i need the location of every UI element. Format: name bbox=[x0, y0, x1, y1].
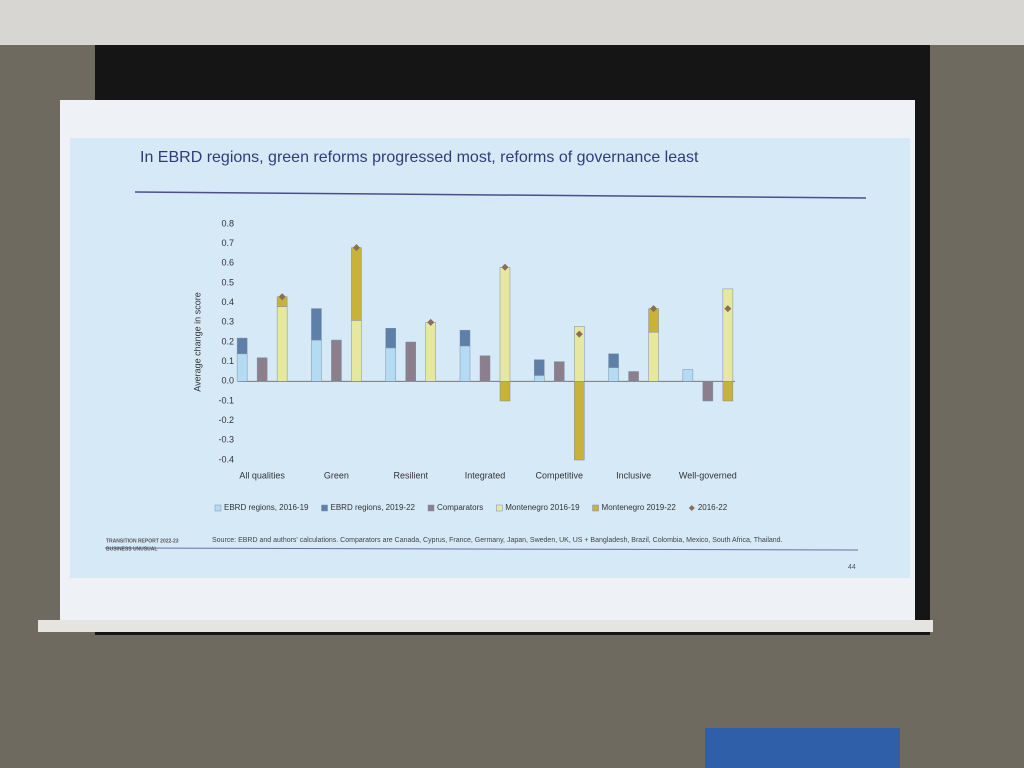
bar-segment bbox=[459, 345, 471, 382]
bar-segment bbox=[499, 267, 511, 382]
bar-segment bbox=[311, 339, 322, 382]
bar-segment bbox=[682, 369, 694, 382]
page-number: 44 bbox=[848, 564, 856, 571]
legend-swatch bbox=[214, 504, 222, 512]
total-marker bbox=[278, 293, 286, 301]
total-marker bbox=[427, 318, 435, 326]
y-axis-label: Average change in score bbox=[192, 292, 202, 391]
x-tick-label: Competitive bbox=[536, 470, 584, 480]
bar-segment bbox=[351, 247, 362, 321]
legend-swatch bbox=[592, 504, 599, 512]
bar-segment bbox=[722, 381, 734, 402]
legend-label: 2016-22 bbox=[698, 503, 728, 512]
ceiling bbox=[0, 0, 1024, 45]
bar-segment bbox=[459, 329, 471, 347]
bar-segment bbox=[405, 341, 416, 382]
logo-sign bbox=[705, 728, 900, 768]
x-tick-label: Well-governed bbox=[679, 470, 737, 480]
footer-source-box: Source: EBRD and authors' calculations. … bbox=[212, 537, 783, 544]
total-marker bbox=[650, 305, 658, 313]
y-tick-label: -0.3 bbox=[218, 435, 234, 445]
footer-rule bbox=[104, 547, 859, 551]
bar-segment bbox=[276, 306, 288, 382]
x-tick-label: Green bbox=[324, 470, 349, 480]
y-tick-label: 0.3 bbox=[221, 317, 234, 327]
legend-swatch bbox=[688, 505, 695, 511]
slide-title: In EBRD regions, green reforms progresse… bbox=[140, 149, 699, 166]
total-marker bbox=[724, 305, 732, 313]
x-tick-label: All qualities bbox=[239, 470, 285, 480]
total-marker bbox=[352, 244, 360, 252]
bar-segment bbox=[331, 339, 342, 382]
bar-segment bbox=[628, 371, 639, 382]
bar-segment bbox=[256, 357, 268, 382]
bar-segment bbox=[608, 353, 619, 368]
title-rule bbox=[134, 191, 867, 199]
y-tick-label: 0.0 bbox=[221, 376, 234, 386]
footer-report: TRANSITION REPORT 2022-23 bbox=[106, 538, 179, 544]
y-tick-label: 0.7 bbox=[221, 238, 234, 248]
footer-source: Source: EBRD and authors' calculations. … bbox=[212, 537, 783, 544]
legend-label: Comparators bbox=[437, 503, 483, 512]
legend-label: EBRD regions, 2019-22 bbox=[331, 503, 416, 512]
bar-segment bbox=[499, 381, 511, 402]
y-tick-label: 0.8 bbox=[221, 218, 234, 228]
bar-segment bbox=[385, 327, 396, 349]
legend-swatch bbox=[321, 504, 328, 512]
legend-swatch bbox=[427, 504, 435, 512]
bar-segment bbox=[534, 375, 545, 382]
y-tick-label: -0.4 bbox=[218, 454, 234, 464]
bar-segment bbox=[534, 359, 545, 376]
bar-segment bbox=[479, 355, 491, 382]
y-tick-label: 0.5 bbox=[221, 277, 234, 287]
y-tick-label: -0.2 bbox=[218, 415, 234, 425]
legend-label: Montenegro 2016-19 bbox=[505, 503, 580, 512]
total-marker bbox=[575, 330, 583, 338]
bar-segment bbox=[574, 381, 585, 461]
bar-segment bbox=[648, 308, 659, 333]
bar-segment bbox=[236, 353, 248, 382]
screen-bar bbox=[38, 620, 933, 632]
bar-segment bbox=[311, 308, 322, 341]
bar-segment bbox=[351, 320, 362, 382]
legend-label: EBRD regions, 2016-19 bbox=[224, 503, 309, 512]
bar-segment bbox=[385, 347, 396, 382]
legend-swatch bbox=[496, 504, 503, 512]
x-tick-label: Inclusive bbox=[616, 470, 651, 480]
x-tick-label: Integrated bbox=[465, 470, 506, 480]
bar-segment bbox=[648, 331, 659, 382]
y-tick-label: 0.1 bbox=[221, 356, 234, 366]
footer-subtitle: BUSINESS UNUSUAL bbox=[106, 546, 157, 552]
bar-segment bbox=[236, 337, 248, 355]
y-tick-label: 0.6 bbox=[221, 258, 234, 268]
bar-segment bbox=[608, 367, 619, 382]
bar-segment bbox=[554, 361, 565, 382]
bar-segment bbox=[702, 381, 714, 402]
total-marker bbox=[501, 263, 509, 271]
x-tick-label: Resilient bbox=[393, 470, 428, 480]
bar-segment bbox=[722, 288, 734, 382]
y-tick-label: 0.2 bbox=[221, 336, 234, 346]
legend-label: Montenegro 2019-22 bbox=[602, 503, 677, 512]
y-tick-label: 0.4 bbox=[221, 297, 234, 307]
y-tick-label: -0.1 bbox=[218, 395, 234, 405]
bar-segment bbox=[425, 322, 436, 382]
